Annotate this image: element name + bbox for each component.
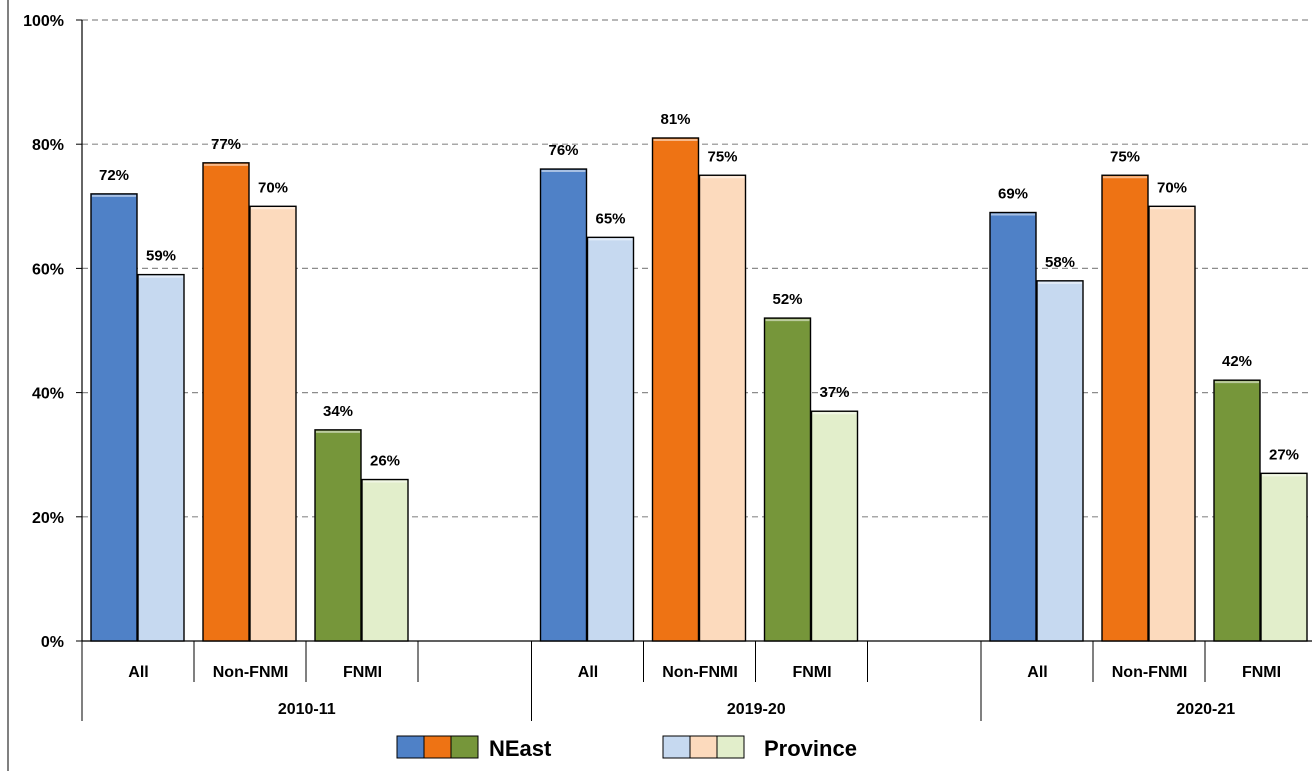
bar-province-fnmi [1260,472,1308,642]
y-tick-label: 80% [32,137,64,154]
bar-neast-non-fnmi [1101,174,1149,642]
group-label: 2010-11 [278,701,336,718]
y-tick-label: 40% [32,386,64,403]
data-label: 76% [548,142,578,159]
y-tick-label: 60% [32,261,64,278]
data-labels: 72% 59% 77% 70% 34% 26% 76% 65% 81% 75% 52% 37% 69% 5… [99,111,1299,470]
group-label: 2019-20 [727,701,786,718]
data-label: 69% [998,186,1028,203]
category-label: Non-FNMI [213,664,289,681]
legend-label: Province [764,736,857,761]
data-label: 77% [211,136,241,153]
category-label: All [1027,664,1047,681]
data-label: 26% [370,453,400,470]
bar-neast-non-fnmi [202,162,250,642]
data-label: 72% [99,167,129,184]
bar-province-all [1036,280,1084,642]
category-axis: All Non-FNMI FNMI 2010-11 All Non-FNMI FNMI 201… [81,641,1281,721]
data-label: 37% [819,384,849,401]
category-label: Non-FNMI [1112,664,1188,681]
bar-province-non-fnmi [249,205,297,642]
legend-swatch [396,735,425,759]
legend-swatch [662,735,691,759]
category-label: Non-FNMI [662,664,738,681]
data-label: 27% [1269,446,1299,463]
bar-province-non-fnmi [1148,205,1196,642]
data-label: 75% [1110,148,1140,165]
category-label: FNMI [343,664,382,681]
data-label: 70% [1157,179,1187,196]
y-tick-label: 20% [32,510,64,527]
bar-province-fnmi [810,410,859,642]
bar-province-fnmi [361,478,409,642]
legend-swatch [423,735,452,759]
data-label: 75% [707,148,737,165]
legend-label: NEast [489,736,552,761]
category-label: All [578,664,598,681]
bar-neast-fnmi [1213,379,1261,642]
bar-neast-all [989,211,1037,642]
category-label: All [128,664,148,681]
data-label: 65% [595,210,625,227]
category-label: FNMI [792,664,831,681]
legend-swatch [450,735,479,759]
group-label: 2020-21 [1176,701,1235,718]
y-tick-label: 0% [41,634,64,651]
data-label: 70% [258,179,288,196]
data-label: 34% [323,403,353,420]
data-label: 58% [1045,254,1075,271]
legend-swatch [689,735,718,759]
bars [90,137,1308,642]
legend-swatch [716,735,745,759]
bar-neast-fnmi [314,429,362,642]
legend: NEast Province [396,735,857,761]
y-tick-label: 100% [23,13,64,30]
data-label: 81% [660,111,690,128]
bar-province-non-fnmi [698,174,747,642]
bar-neast-fnmi [763,317,812,642]
bar-province-all [586,236,635,642]
category-label: FNMI [1242,664,1281,681]
bar-neast-all [90,193,138,642]
bar-neast-non-fnmi [651,137,700,642]
bar-neast-all [539,168,588,642]
bar-province-all [137,273,185,642]
data-label: 52% [772,291,802,308]
data-label: 42% [1222,353,1252,370]
data-label: 59% [146,248,176,265]
